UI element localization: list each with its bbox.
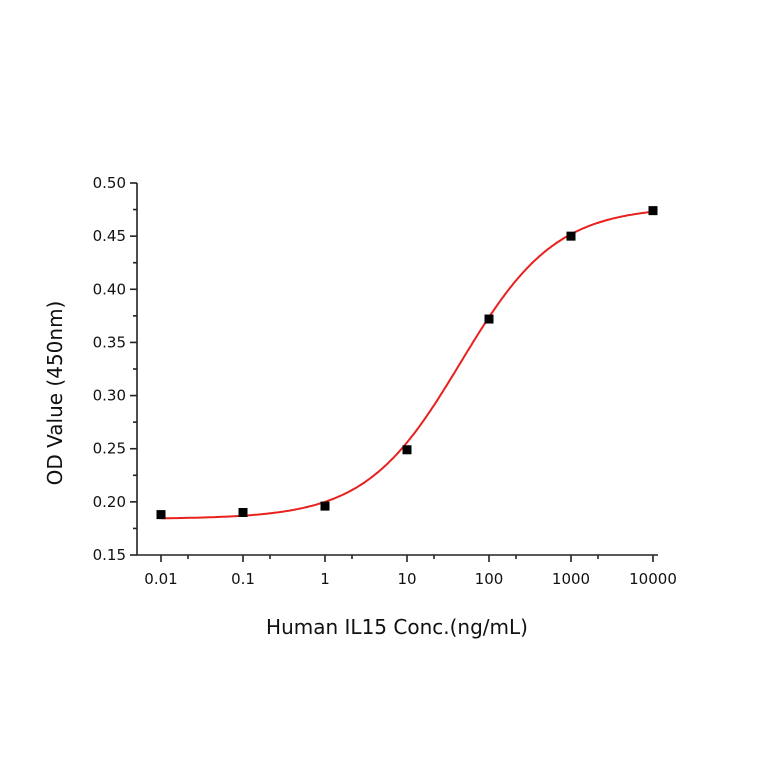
data-point [238, 507, 248, 517]
x-tick-label: 0.01 [144, 570, 177, 588]
data-point [320, 501, 330, 511]
data-points [156, 206, 658, 520]
data-point [402, 445, 412, 455]
y-tick-label: 0.45 [93, 227, 126, 245]
data-point [648, 206, 658, 216]
data-point [484, 314, 494, 324]
y-tick-label: 0.30 [93, 387, 126, 405]
y-tick-label: 0.35 [93, 333, 126, 351]
x-tick-label: 10000 [629, 570, 677, 588]
x-tick-label: 1 [320, 570, 330, 588]
data-point [566, 231, 576, 241]
x-tick-label: 0.1 [231, 570, 255, 588]
y-tick-label: 0.20 [93, 493, 126, 511]
x-axis-title: Human IL15 Conc.(ng/mL) [266, 615, 528, 639]
axes: 0.15 0.20 0.25 0.30 0.35 0.40 0.45 0.50 0.01 0.1 1… [93, 174, 677, 588]
y-tick-label: 0.50 [93, 174, 126, 192]
y-axis-title: OD Value (450nm) [43, 301, 67, 486]
data-point [156, 510, 166, 520]
x-tick-label: 10 [397, 570, 416, 588]
x-tick-label: 1000 [552, 570, 590, 588]
y-tick-label: 0.15 [93, 546, 126, 564]
x-tick-label: 100 [475, 570, 504, 588]
y-tick-label: 0.25 [93, 440, 126, 458]
fit-curve [161, 210, 654, 520]
y-tick-label: 0.40 [93, 280, 126, 298]
